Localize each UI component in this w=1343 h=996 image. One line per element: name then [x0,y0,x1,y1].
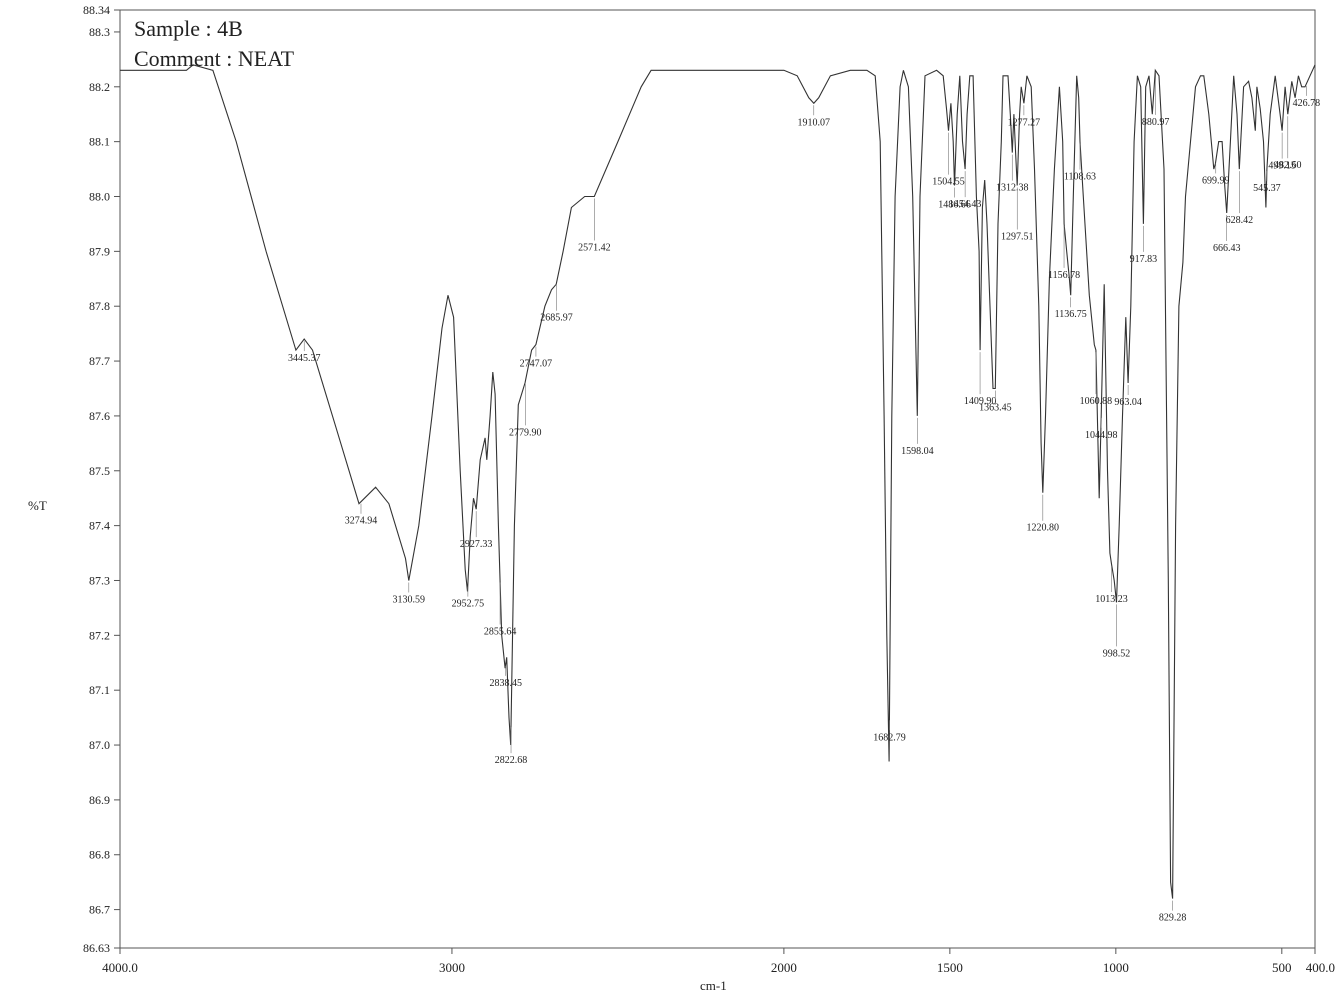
y-tick-label: 87.6 [89,409,110,423]
peak-label: 2838.45 [489,678,522,689]
y-tick-label: 86.9 [89,793,110,807]
x-tick-label: 2000 [771,960,797,975]
x-tick-label: 3000 [439,960,465,975]
peak-label: 880.97 [1142,117,1170,128]
peak-label: 2855.64 [484,626,517,637]
y-axis: 88.34 88.3 88.2 88.1 88.0 87.9 87.8 87.7 87.6 87.… [83,3,120,955]
peak-label: 998.52 [1103,648,1131,659]
peak-label: 1504.55 [932,177,965,188]
peak-label: 2822.68 [495,755,528,766]
peak-label: 3130.59 [393,594,426,605]
peak-label: 482.60 [1274,160,1302,171]
peak-label: 1682.79 [873,732,906,743]
y-tick-label: 87.3 [89,573,110,587]
peak-label: 2685.97 [540,313,573,324]
x-axis-label: cm-1 [700,978,727,993]
peak-label: 1060.88 [1080,396,1113,407]
peak-label: 1454.43 [949,199,982,210]
peak-label: 2952.75 [452,599,485,610]
x-tick-label: 1500 [937,960,963,975]
y-tick-label: 87.4 [89,519,110,533]
y-tick-label: 88.3 [89,25,110,39]
x-axis: 4000.0 3000 2000 1500 1000 500 400.0 [102,948,1335,975]
peak-label: 699.99 [1202,175,1230,186]
peak-label: 1409.90 [964,396,997,407]
y-tick-label: 87.1 [89,683,110,697]
x-tick-label: 500 [1272,960,1292,975]
x-tick-label: 1000 [1103,960,1129,975]
peak-label: 3274.94 [345,516,378,527]
peak-label: 1108.63 [1064,172,1096,183]
peak-annotations: 3445.37 3274.94 3130.59 2952.75 2927.33 2855.… [288,72,1321,924]
peak-label: 1156.78 [1048,270,1080,281]
peak-label: 2927.33 [460,539,493,550]
peak-label: 1312.38 [996,183,1029,194]
peak-label: 1598.04 [901,446,934,457]
y-tick-label: 88.0 [89,190,110,204]
y-tick-label: 88.34 [83,3,110,17]
peak-label: 666.43 [1213,243,1241,254]
peak-label: 1220.80 [1027,523,1060,534]
peak-label: 829.28 [1159,913,1187,924]
peak-label: 1013.23 [1095,594,1128,605]
peak-label: 1297.51 [1001,232,1034,243]
y-tick-label: 88.1 [89,135,110,149]
y-tick-label: 87.9 [89,244,110,258]
peak-label: 499.15 [1268,161,1296,172]
peak-label: 1363.45 [979,402,1012,413]
peak-label: 2571.42 [578,243,611,254]
header-comment: Comment : NEAT [134,46,295,71]
y-tick-label: 86.63 [83,941,110,955]
y-tick-label: 86.8 [89,848,110,862]
x-tick-label: 400.0 [1306,960,1335,975]
peak-label: 963.04 [1114,397,1142,408]
peak-label: 1486.66 [938,200,971,211]
spectrum-series-line [120,64,1316,899]
y-tick-label: 87.8 [89,299,110,313]
peak-label: 1136.75 [1055,309,1087,320]
peak-label: 1277.27 [1008,117,1041,128]
peak-label: 628.42 [1226,215,1254,226]
y-tick-label: 88.2 [89,80,110,94]
y-tick-label: 87.0 [89,738,110,752]
y-tick-label: 87.2 [89,628,110,642]
y-tick-label: 87.7 [89,354,110,368]
peak-label: 1044.98 [1085,430,1118,441]
y-axis-label: %T [28,498,47,513]
peak-label: 2747.07 [520,359,553,370]
peak-label: 1910.07 [798,117,831,128]
peak-label: 3445.37 [288,353,321,364]
x-tick-label: 4000.0 [102,960,138,975]
peak-label: 2779.90 [509,427,542,438]
y-tick-label: 86.7 [89,903,110,917]
plot-frame [119,9,1316,949]
peak-label: 426.78 [1293,98,1321,109]
peak-label: 545.37 [1253,183,1281,194]
peak-label: 917.83 [1130,254,1158,265]
header-sample: Sample : 4B [134,16,243,41]
y-tick-label: 87.5 [89,464,110,478]
